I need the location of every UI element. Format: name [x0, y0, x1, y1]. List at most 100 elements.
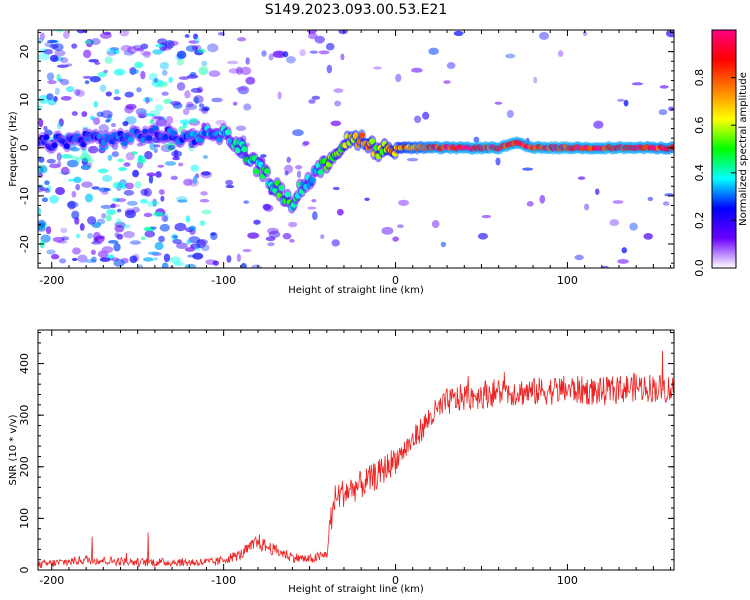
spectrogram-noise-blob [152, 198, 157, 207]
spectrogram-noise-blob [129, 255, 138, 264]
spectrogram-noise-blob [152, 49, 163, 55]
colorbar-label: Normalized spectral amplitude [738, 72, 749, 226]
x-tick-label: -200 [39, 574, 64, 587]
spectrogram-noise-blob [52, 236, 65, 243]
spectrogram-noise-blob [71, 190, 77, 198]
spectrogram-noise-blob [154, 241, 164, 251]
spectrogram-noise-blob [190, 243, 201, 249]
spectrogram-noise-blob [38, 165, 44, 175]
spectrogram-noise-blob [39, 187, 49, 191]
spectrogram-noise-blob [153, 201, 160, 205]
spectrogram-noise-blob [56, 152, 62, 162]
spectrogram-noise-blob [284, 171, 289, 176]
spectrogram-noise-blob [136, 87, 142, 93]
spectrogram-noise-blob [266, 227, 279, 235]
spectrogram-noise-blob [212, 260, 219, 266]
spectrogram-noise-blob [533, 76, 538, 84]
spectrogram-noise-blob [154, 104, 164, 112]
spectrogram-noise-blob [161, 91, 169, 96]
spectrogram-noise-blob [91, 241, 102, 245]
spectrogram-ridge-cell [317, 169, 324, 176]
spectrogram-noise-blob [43, 48, 53, 55]
spectrogram-noise-blob [61, 236, 70, 241]
spectrogram-noise-blob [364, 197, 370, 202]
spectrogram-noise-blob [155, 171, 162, 178]
spectrogram-noise-blob [268, 230, 281, 239]
spectrogram-noise-blob [629, 222, 638, 231]
spectrogram-noise-blob [176, 82, 186, 91]
spectrogram-noise-blob [66, 159, 79, 168]
spectrogram-noise-blob [318, 50, 330, 55]
spectrogram-noise-blob [196, 238, 209, 246]
spectrogram-noise-blob [96, 111, 104, 118]
spectrogram-noise-blob [164, 161, 177, 166]
snr-frame [37, 329, 675, 571]
spectrogram-noise-blob [134, 181, 142, 189]
spectrogram-noise-blob [612, 200, 624, 204]
spectrogram-noise-blob [70, 147, 80, 152]
spectrogram-noise-blob [106, 208, 117, 216]
spectrogram-noise-blob [44, 180, 50, 185]
spectrogram-noise-blob [203, 155, 208, 159]
spectrogram-noise-blob [201, 60, 208, 67]
spectrogram-noise-blob [105, 119, 111, 123]
spectrogram-noise-blob [210, 231, 218, 241]
spectrogram-noise-blob [123, 230, 135, 239]
spectrogram-noise-blob [334, 100, 342, 107]
spectrogram-noise-blob [110, 203, 116, 209]
spectrogram-noise-blob [91, 221, 102, 229]
spectrogram-noise-blob [200, 170, 212, 179]
spectrogram-noise-blob [406, 157, 419, 162]
snr-series-line [37, 350, 675, 569]
spectrogram-noise-blob [193, 243, 202, 251]
spectrogram-noise-blob [107, 240, 119, 244]
spectrogram-noise-blob [52, 43, 64, 52]
spectrogram-ridge-cell [278, 184, 285, 191]
spectrogram-noise-blob [46, 185, 52, 193]
spectrogram-noise-blob [495, 157, 501, 166]
spectrogram-noise-blob [211, 97, 223, 103]
spectrogram-noise-blob [91, 186, 100, 190]
spectrogram-noise-blob [126, 200, 138, 206]
spectrogram-noise-blob [38, 52, 50, 61]
spectrogram-noise-blob [60, 78, 70, 86]
spectrogram-noise-blob [168, 40, 179, 46]
spectrogram-noise-blob [226, 255, 232, 263]
y-tick-label: 300 [18, 405, 31, 426]
spectrogram-noise-blob [208, 70, 221, 77]
spectrogram-noise-blob [109, 47, 120, 51]
spectrogram-noise-blob [186, 101, 194, 108]
spectrogram-noise-blob [84, 193, 94, 203]
spectrogram-noise-blob [574, 254, 584, 261]
spectrogram-noise-blob [87, 145, 99, 154]
spectrogram-marks [38, 30, 674, 268]
spectrogram-noise-blob [186, 239, 191, 245]
spectrogram-noise-blob [155, 44, 166, 48]
spectrogram-noise-blob [153, 144, 161, 148]
spectrogram-noise-blob [90, 249, 96, 256]
spectrogram-noise-blob [91, 256, 97, 263]
spectrogram-noise-blob [330, 120, 342, 127]
spectrogram-noise-blob [89, 76, 101, 83]
spectrogram-noise-blob [122, 121, 129, 127]
spectrogram-noise-blob [263, 204, 274, 212]
spectrogram-noise-blob [97, 168, 109, 174]
spectrogram-noise-blob [66, 86, 75, 93]
spectrogram-ridge-cell [241, 146, 248, 153]
spectrogram-noise-blob [228, 68, 240, 74]
spectrogram-noise-blob [191, 45, 199, 51]
spectrogram-noise-blob [217, 31, 225, 36]
spectrogram-noise-blob [288, 221, 298, 228]
spectrogram-noise-blob [54, 49, 66, 57]
x-tick-label: 100 [557, 274, 578, 287]
spectrogram-noise-blob [284, 164, 294, 174]
spectrogram-noise-blob [41, 197, 48, 203]
spectrogram-noise-blob [149, 142, 156, 151]
spectrogram-noise-blob [373, 66, 382, 70]
colorbar-tick-label: 0.8 [693, 69, 706, 87]
spectrogram-noise-blob [55, 187, 65, 196]
spectrogram-noise-blob [289, 238, 295, 243]
spectrogram-noise-blob [104, 56, 113, 64]
spectrogram-noise-blob [130, 151, 138, 155]
spectrogram-noise-blob [82, 75, 92, 79]
